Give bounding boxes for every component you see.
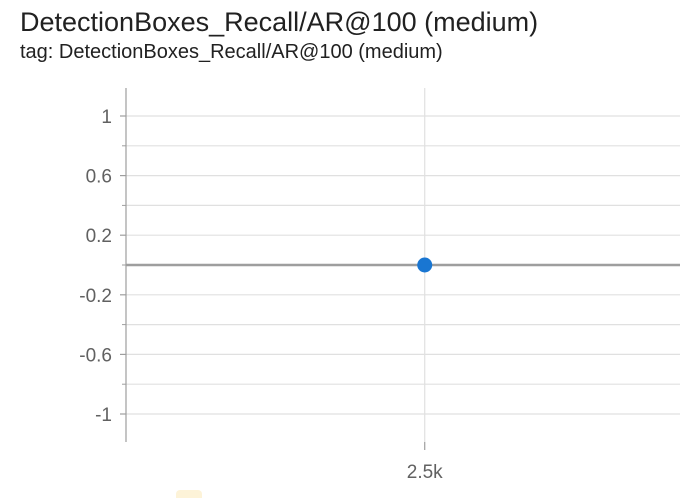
y-tick-label: 1	[101, 107, 112, 128]
y-tick-label: -1	[95, 405, 112, 426]
y-tick-label: 0.6	[86, 167, 112, 188]
chart-title: DetectionBoxes_Recall/AR@100 (medium)	[20, 7, 539, 37]
series-layer	[126, 257, 680, 273]
tick-label-layer: 1 0.6 0.2 -0.2 -0.6 -1 2.5k	[79, 107, 443, 483]
y-tick-label: -0.2	[79, 286, 112, 307]
y-tick-label: 0.2	[86, 226, 112, 247]
y-tick-label: -0.6	[79, 345, 112, 366]
data-point[interactable]	[417, 257, 433, 273]
x-tick-label: 2.5k	[407, 462, 443, 483]
legend-hint-mark	[176, 490, 202, 498]
axis-layer	[120, 88, 426, 450]
chart-tag: tag: DetectionBoxes_Recall/AR@100 (mediu…	[20, 41, 443, 63]
